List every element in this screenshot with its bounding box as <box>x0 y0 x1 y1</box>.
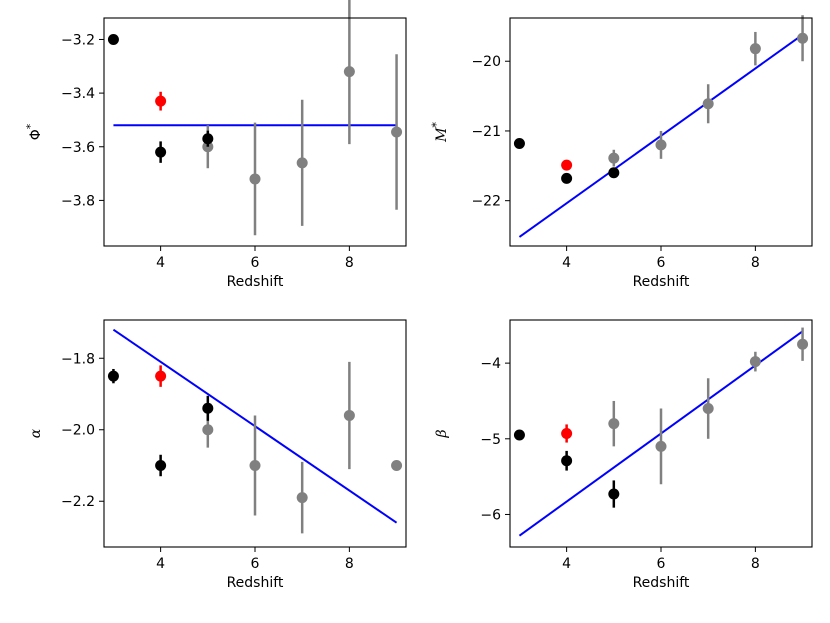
red-data-point <box>561 159 573 171</box>
black-data-point <box>561 172 573 184</box>
y-tick-label: −6 <box>480 507 501 523</box>
x-tick-label: 6 <box>251 255 260 271</box>
x-axis-label: Redshift <box>633 575 690 591</box>
grey-data-point <box>608 418 620 430</box>
y-tick-label: −2.0 <box>61 423 95 439</box>
y-axis-label: Φ* <box>24 123 44 140</box>
y-tick-label: −3.8 <box>61 193 95 209</box>
y-tick-label: −3.4 <box>61 86 95 102</box>
grey-data-point <box>655 440 667 452</box>
black-data-point <box>107 370 119 382</box>
grey-data-point <box>296 492 308 504</box>
grey-data-point <box>391 459 403 471</box>
y-axis-label: α <box>28 428 44 438</box>
grey-data-point <box>702 98 714 110</box>
black-data-point <box>202 402 214 414</box>
x-axis-label: Redshift <box>633 274 690 290</box>
black-data-point <box>155 146 167 158</box>
black-data-point <box>513 429 525 441</box>
black-data-point <box>513 138 525 150</box>
y-tick-label: −3.6 <box>61 140 95 156</box>
black-data-point <box>107 33 119 45</box>
grey-data-point <box>655 139 667 151</box>
y-tick-label: −5 <box>480 432 501 448</box>
x-tick-label: 6 <box>251 556 260 572</box>
black-data-point <box>608 167 620 179</box>
x-axis-label: Redshift <box>227 274 284 290</box>
black-data-point <box>202 133 214 145</box>
y-tick-label: −21 <box>471 124 501 140</box>
x-tick-label: 8 <box>345 556 354 572</box>
y-axis-label: β <box>434 429 450 438</box>
black-data-point <box>608 488 620 500</box>
y-tick-label: −20 <box>471 54 501 70</box>
red-data-point <box>561 428 573 439</box>
subplot-phi: 4 6 8 −3.8 −3.6 −3.4 −3.2 Redshift Φ* <box>24 0 407 290</box>
grey-data-point <box>702 403 714 415</box>
red-data-point <box>155 95 167 107</box>
grey-data-point <box>797 32 809 44</box>
x-tick-label: 4 <box>156 255 165 271</box>
x-tick-label: 8 <box>751 556 760 572</box>
grey-data-point <box>249 173 261 185</box>
y-tick-label: −1.8 <box>61 351 95 367</box>
grey-data-point <box>343 409 355 421</box>
x-axis-label: Redshift <box>227 575 284 591</box>
x-tick-label: 8 <box>345 255 354 271</box>
black-data-point <box>155 459 167 471</box>
y-tick-label: −2.2 <box>61 494 95 510</box>
grey-data-point <box>391 126 403 138</box>
y-tick-label: −3.2 <box>61 32 95 48</box>
x-tick-label: 4 <box>562 556 571 572</box>
x-tick-label: 4 <box>156 556 165 572</box>
y-tick-label: −4 <box>480 356 501 372</box>
grey-data-point <box>749 356 761 368</box>
grey-data-point <box>797 338 809 350</box>
grey-data-point <box>343 66 355 78</box>
grey-data-point <box>749 43 761 55</box>
x-tick-label: 6 <box>657 255 666 271</box>
black-data-point <box>561 455 573 467</box>
red-data-point <box>155 370 167 382</box>
y-axis-label: M* <box>430 122 450 143</box>
x-tick-label: 4 <box>562 255 571 271</box>
grey-data-point <box>202 424 214 436</box>
subplot-alpha: 4 6 8 −2.2 −2.0 −1.8 Redshift α <box>28 319 407 591</box>
x-tick-label: 6 <box>657 556 666 572</box>
subplot-mstar: 4 6 8 −22 −21 −20 Redshift M* <box>430 15 813 290</box>
grey-data-point <box>608 152 620 164</box>
grey-data-point <box>249 459 261 471</box>
grey-data-point <box>296 157 308 169</box>
y-tick-label: −22 <box>471 194 501 210</box>
subplot-beta: 4 6 8 −6 −5 −4 Redshift β <box>434 319 813 591</box>
x-tick-label: 8 <box>751 255 760 271</box>
